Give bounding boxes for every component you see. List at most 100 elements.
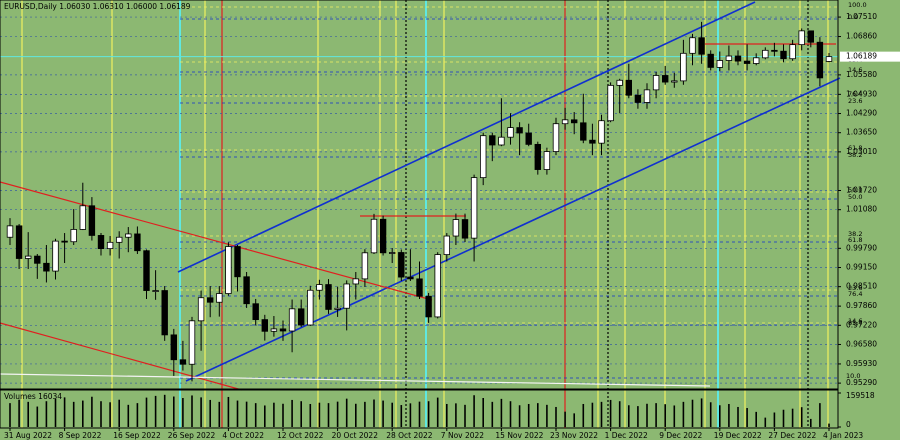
candle-body xyxy=(816,41,824,79)
candle-body xyxy=(753,57,760,64)
x-tick-label: 8 Sep 2022 xyxy=(59,431,102,440)
fib-label: 100.0 xyxy=(848,1,867,9)
candle-body xyxy=(580,122,587,141)
candle-body xyxy=(507,127,514,138)
candle-body xyxy=(88,205,96,236)
candle-body xyxy=(270,328,278,332)
grid xyxy=(0,16,838,384)
x-tick-label: 19 Dec 2022 xyxy=(714,431,762,440)
candle-body xyxy=(671,80,678,83)
candle-body xyxy=(24,255,32,259)
fib-label: 50.0 xyxy=(848,193,862,201)
x-tick-label: 27 Dec 2022 xyxy=(768,431,816,440)
candle-body xyxy=(216,293,223,303)
candle-body xyxy=(43,262,50,272)
candle-body xyxy=(516,127,523,134)
x-tick-label: 4 Oct 2022 xyxy=(222,431,264,440)
candle-body xyxy=(771,49,778,52)
fib-label: 76.4 xyxy=(848,90,862,98)
candle-body xyxy=(61,240,68,243)
candle-body xyxy=(343,283,350,309)
candle-body xyxy=(425,295,432,318)
candle-body xyxy=(188,320,196,365)
candle-body xyxy=(134,233,141,252)
candle-body xyxy=(780,50,787,60)
down-channel-lower xyxy=(0,322,243,391)
candle-body xyxy=(352,278,359,285)
candle-body xyxy=(489,135,496,146)
candle-body xyxy=(552,123,560,152)
candle-body xyxy=(662,75,669,83)
y-tick-label: 1.06860 xyxy=(846,32,877,41)
last-price-label: 1.06189 xyxy=(846,52,877,61)
candle-body xyxy=(288,308,296,332)
fibonacci-levels: 100.00.085.414.676.423.661.838.250.050.0… xyxy=(180,1,867,380)
fib-label: 61.8 xyxy=(848,236,862,244)
price-axis: 1.07510 1.06860 1.05580 1.04930 1.04290 1.036… xyxy=(838,12,900,429)
candle-body xyxy=(106,241,114,250)
candle-body xyxy=(297,308,305,326)
y-tick-label: 0.97220 xyxy=(846,320,877,329)
x-tick-label: 9 Dec 2022 xyxy=(659,431,702,440)
down-channel-upper xyxy=(0,181,433,301)
candle-body xyxy=(179,359,187,365)
fib-label: 61.8 xyxy=(848,144,862,152)
y-tick-label: 1.04290 xyxy=(846,109,877,118)
price-panel-border xyxy=(0,0,839,390)
candle-body xyxy=(571,119,578,124)
candle-body xyxy=(762,49,769,59)
candle-body xyxy=(725,55,733,61)
y-tick-label: 1.07510 xyxy=(846,12,877,21)
x-tick-label: 20 Oct 2022 xyxy=(332,431,379,440)
fib-label: 85.4 xyxy=(848,319,862,327)
candle-body xyxy=(252,303,259,321)
candle-body xyxy=(170,334,177,361)
y-tick-label: 1.04930 xyxy=(846,89,877,98)
x-tick-label: 28 Oct 2022 xyxy=(386,431,433,440)
candle-body xyxy=(534,143,541,170)
fib-label: 50.0 xyxy=(848,186,862,194)
candle-body xyxy=(407,276,414,280)
y-tick-label: 0.97860 xyxy=(846,301,877,310)
x-tick-label: 15 Nov 2022 xyxy=(495,431,543,440)
candle-body xyxy=(70,229,77,243)
volume-tick-label: 0 xyxy=(846,420,851,429)
y-tick-label: 0.95290 xyxy=(846,378,877,387)
candle-body xyxy=(398,252,405,278)
candle-body xyxy=(206,297,214,303)
fib-label: 76.4 xyxy=(848,290,862,298)
candle-body xyxy=(589,139,596,144)
candle-body xyxy=(452,219,460,237)
candle-body xyxy=(689,37,696,54)
y-tick-label: 0.96580 xyxy=(846,339,877,348)
candle-body xyxy=(334,307,341,310)
candle-body xyxy=(370,218,378,254)
candle-body xyxy=(461,219,469,239)
y-tick-label: 0.99790 xyxy=(846,243,877,252)
candle-body xyxy=(379,218,387,254)
candle-body xyxy=(561,119,569,125)
fib-label: 23.6 xyxy=(848,97,862,105)
candle-body xyxy=(798,30,805,46)
x-tick-label: 23 Nov 2022 xyxy=(550,431,598,440)
candle-body xyxy=(625,79,632,96)
x-tick-label: 4 Jan 2023 xyxy=(823,431,863,440)
y-tick-label: 0.98510 xyxy=(846,282,877,291)
candle-body xyxy=(607,84,614,122)
volume-tick-label: 159518 xyxy=(846,391,875,400)
chart-title: EURUSD,Daily 1.06030 1.06310 1.06000 1.0… xyxy=(4,2,191,11)
candle-body xyxy=(279,328,287,332)
candle-body xyxy=(479,135,487,179)
candle-body xyxy=(116,236,123,243)
candle-body xyxy=(34,255,41,264)
candle-body xyxy=(325,284,332,310)
candle-body xyxy=(634,94,642,103)
y-tick-label: 1.01080 xyxy=(846,205,877,214)
x-tick-label: 26 Sep 2022 xyxy=(168,431,216,440)
candle-body xyxy=(707,53,714,68)
y-tick-label: 1.01720 xyxy=(846,186,877,195)
candle-body xyxy=(152,290,159,292)
